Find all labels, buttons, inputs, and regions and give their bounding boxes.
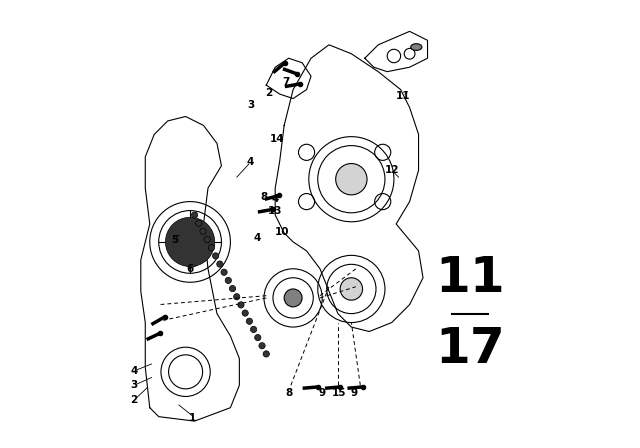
Text: 4: 4 (271, 194, 279, 204)
Ellipse shape (411, 43, 422, 51)
Circle shape (250, 326, 257, 332)
Circle shape (340, 278, 362, 300)
Circle shape (229, 285, 236, 292)
Text: 7: 7 (283, 77, 290, 86)
Text: 3: 3 (131, 380, 138, 390)
Circle shape (263, 351, 269, 357)
Text: 4: 4 (247, 157, 254, 167)
Circle shape (208, 245, 214, 251)
Text: 2: 2 (265, 88, 272, 98)
Circle shape (221, 269, 227, 276)
Text: 1: 1 (189, 413, 196, 422)
Circle shape (238, 302, 244, 308)
Polygon shape (275, 45, 423, 332)
Text: 5: 5 (171, 235, 178, 245)
Text: 11: 11 (396, 91, 410, 101)
Polygon shape (141, 116, 239, 421)
Polygon shape (365, 31, 428, 72)
Text: 13: 13 (268, 206, 282, 215)
Circle shape (165, 217, 215, 267)
Text: 15: 15 (332, 388, 346, 398)
Polygon shape (266, 58, 311, 99)
Circle shape (191, 212, 198, 218)
Circle shape (336, 164, 367, 195)
Text: 14: 14 (270, 134, 285, 144)
Circle shape (196, 220, 202, 226)
Text: 17: 17 (435, 325, 505, 374)
Circle shape (212, 253, 219, 259)
Circle shape (200, 228, 206, 234)
Text: 8: 8 (260, 192, 268, 202)
Text: 8: 8 (285, 388, 292, 398)
Text: 4: 4 (131, 366, 138, 376)
Circle shape (204, 237, 211, 243)
Circle shape (246, 318, 253, 324)
Text: 6: 6 (186, 264, 194, 274)
Circle shape (255, 335, 261, 341)
Circle shape (242, 310, 248, 316)
Text: 12: 12 (385, 165, 399, 175)
Circle shape (234, 293, 240, 300)
Circle shape (284, 289, 302, 307)
Circle shape (259, 343, 265, 349)
Circle shape (225, 277, 232, 284)
Circle shape (217, 261, 223, 267)
Text: 2: 2 (131, 395, 138, 405)
Text: 10: 10 (275, 227, 289, 237)
Text: 11: 11 (435, 254, 505, 302)
Text: 9: 9 (350, 388, 357, 398)
Text: 9: 9 (319, 388, 326, 398)
Text: 4: 4 (253, 233, 261, 243)
Text: 3: 3 (247, 100, 254, 110)
